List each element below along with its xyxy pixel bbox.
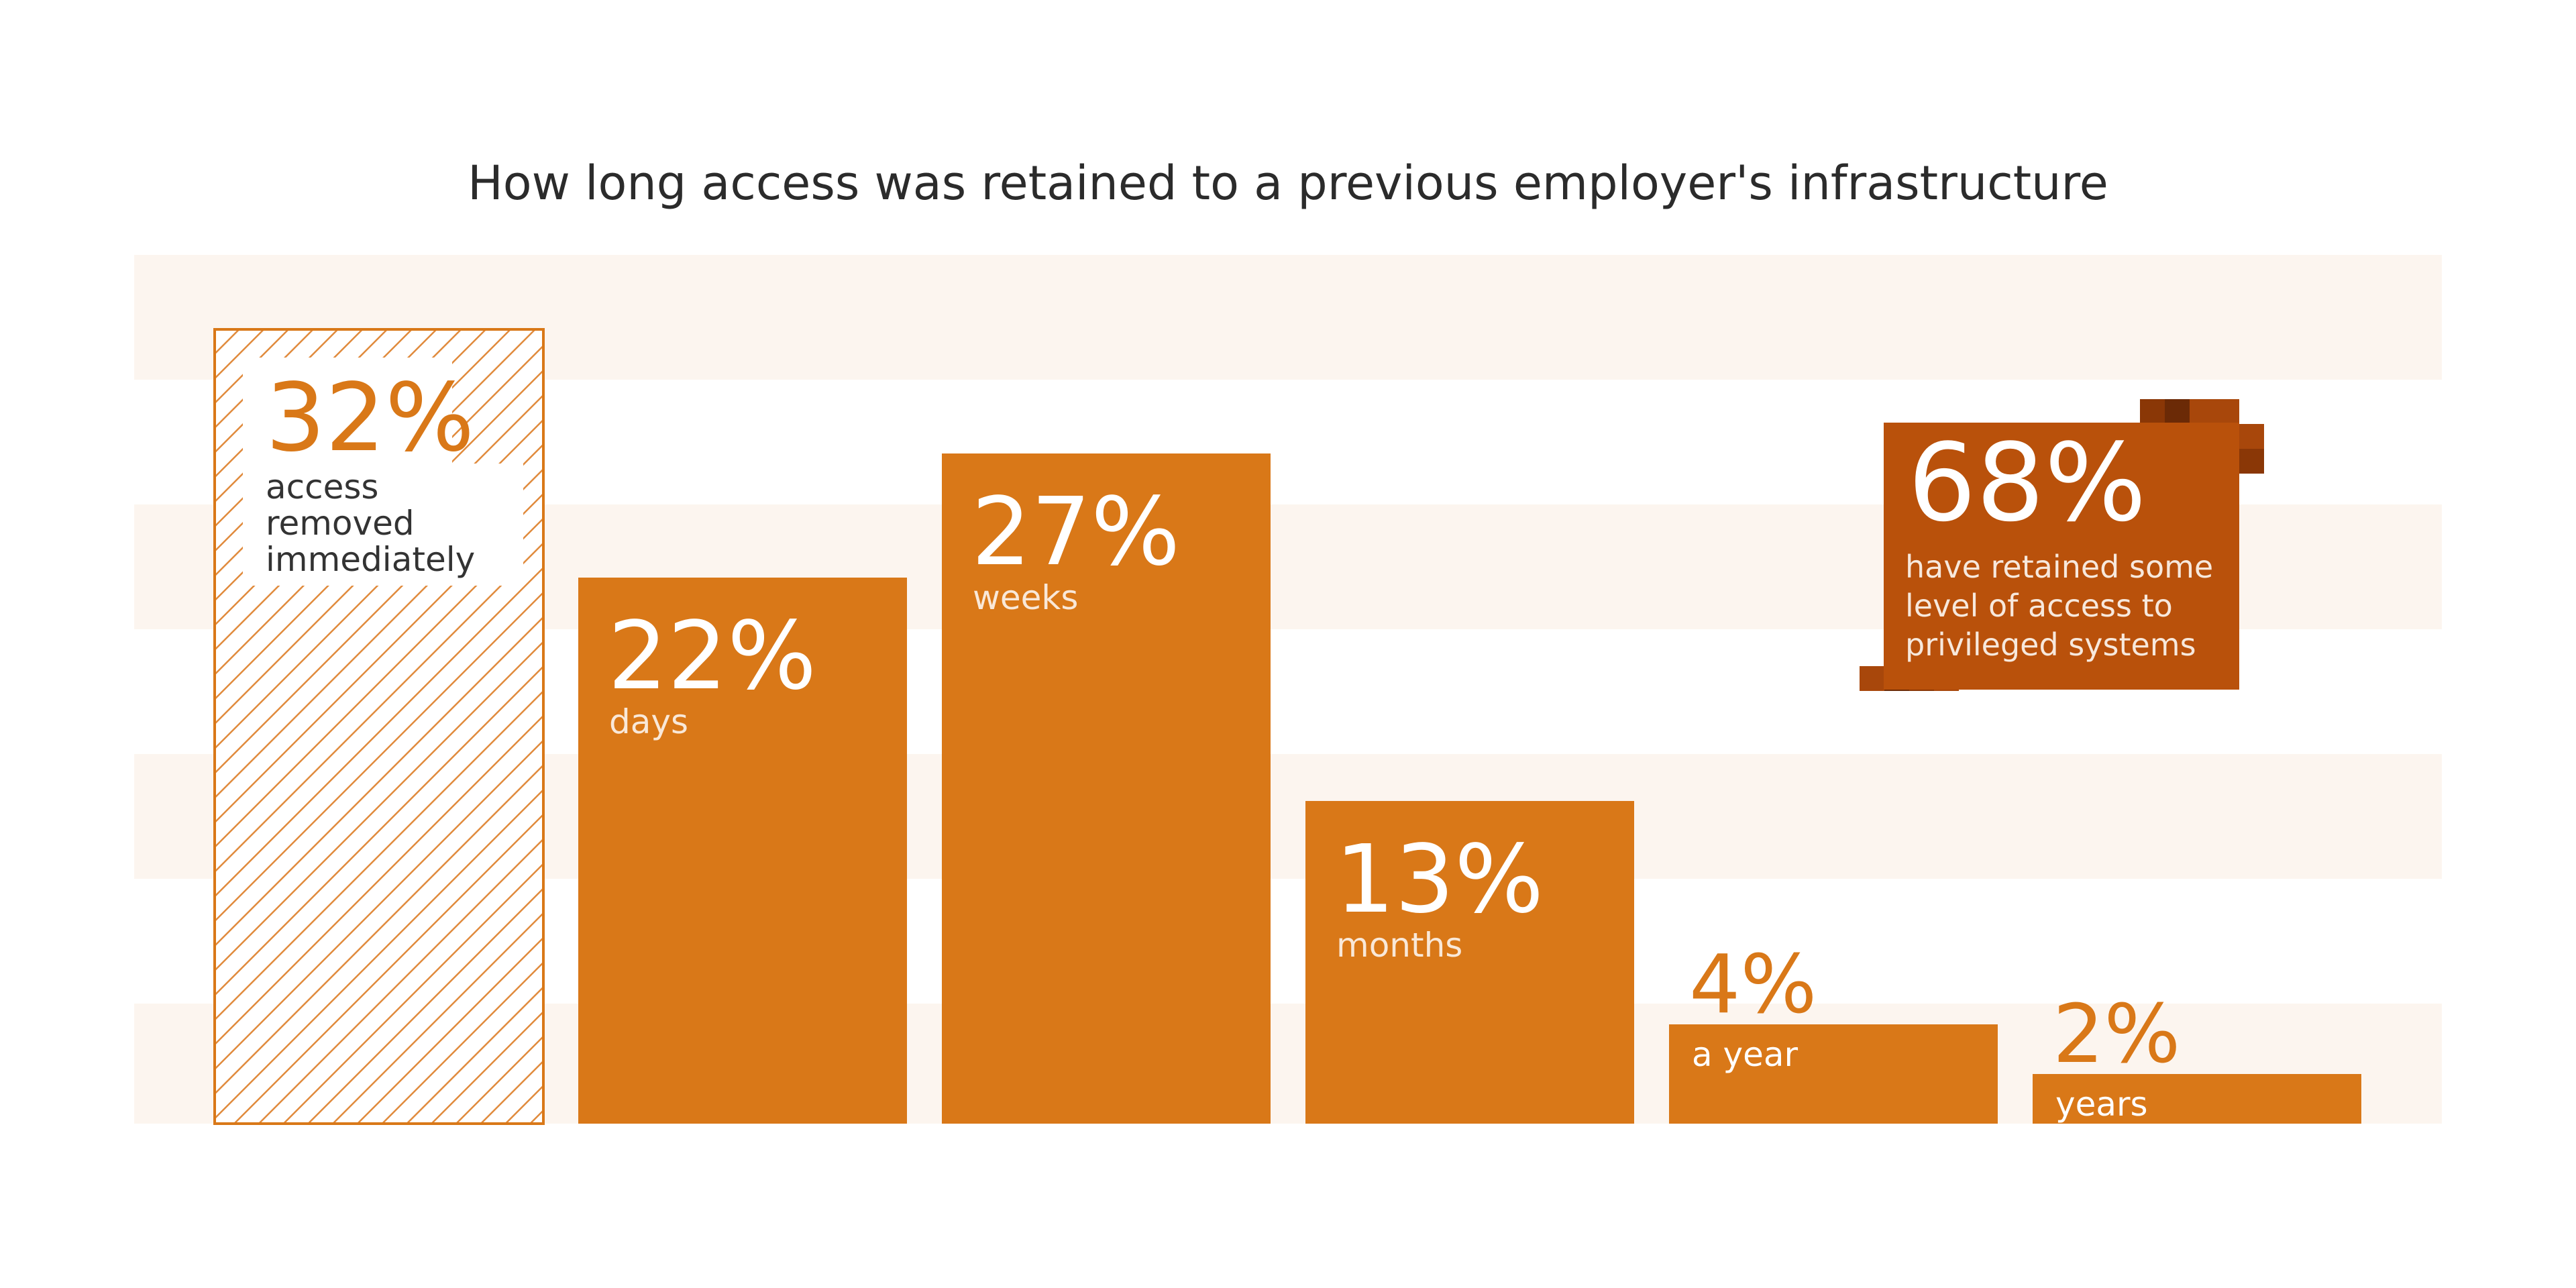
- category-label: years: [2055, 1085, 2148, 1124]
- category-label: months: [1336, 926, 1462, 965]
- category-label: immediately: [266, 540, 475, 579]
- value-label: 13%: [1335, 825, 1544, 934]
- value-label: 2%: [2053, 988, 2180, 1081]
- chart-title: How long access was retained to a previo…: [468, 156, 2108, 211]
- pixel-square: [2239, 424, 2264, 449]
- bar-months: [1305, 801, 1634, 1124]
- value-label: 32%: [266, 364, 474, 473]
- pixel-square: [1860, 666, 1884, 691]
- callout-text: have retained some level of access to pr…: [1905, 549, 2214, 663]
- value-label: 4%: [1689, 938, 1817, 1032]
- category-label: days: [609, 702, 688, 741]
- bar-days: [578, 578, 907, 1124]
- category-label: a year: [1692, 1035, 1799, 1074]
- label-bg: [243, 464, 523, 586]
- value-label: 22%: [608, 602, 816, 711]
- pixel-square: [2165, 399, 2190, 424]
- bars: [213, 328, 2361, 1125]
- pixel-square: [2239, 449, 2264, 474]
- label-bg: [243, 358, 452, 465]
- category-label: weeks: [973, 578, 1078, 617]
- value-label: 27%: [971, 478, 1180, 587]
- pixel-square: [2214, 399, 2239, 424]
- bar-a-year: [1669, 1024, 1998, 1124]
- category-label: access: [266, 468, 378, 506]
- pixel-square: [2190, 399, 2214, 424]
- bar-years: [2033, 1074, 2361, 1124]
- category-label: removed: [266, 504, 415, 543]
- bar-weeks: [942, 453, 1271, 1124]
- callout-value: 68%: [1908, 420, 2147, 545]
- pixel-square: [2140, 399, 2165, 424]
- callout-box: 68% have retained some level of access t…: [1884, 423, 2239, 690]
